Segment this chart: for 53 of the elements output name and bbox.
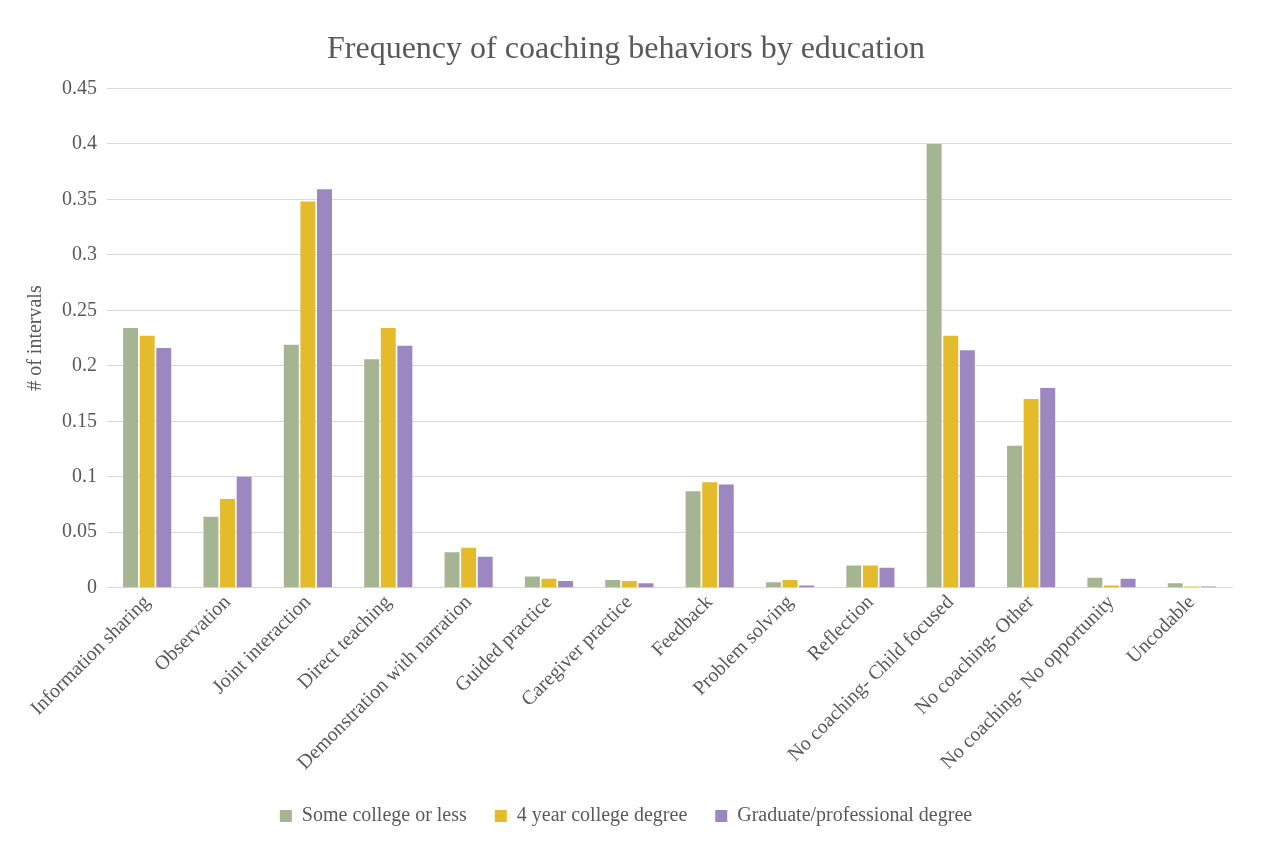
bar: [558, 581, 574, 588]
bar: [1040, 387, 1056, 588]
bar: [300, 201, 316, 588]
y-tick-label: 0.45: [62, 75, 97, 98]
y-tick-label: 0.05: [62, 519, 97, 542]
bar: [1007, 445, 1022, 588]
bar: [397, 345, 413, 588]
chart-title: Frequency of coaching behaviors by education: [326, 28, 926, 65]
y-tick-label: 0: [87, 574, 97, 597]
bar: [702, 482, 718, 588]
bar: [123, 328, 139, 588]
bar: [541, 578, 557, 588]
y-axis-title: # of intervals: [23, 285, 46, 391]
bar: [1167, 583, 1183, 588]
y-tick-label: 0.25: [62, 297, 97, 320]
bar: [926, 143, 942, 588]
bar: [718, 484, 734, 588]
bar: [364, 359, 380, 588]
legend-label: Graduate/professional degree: [737, 803, 973, 827]
y-tick-label: 0.35: [62, 186, 97, 209]
legend-label: 4 year college degree: [516, 803, 688, 827]
bar: [846, 565, 862, 588]
bar: [461, 547, 477, 588]
bar: [1023, 399, 1039, 588]
bar: [685, 491, 701, 588]
bar: [139, 335, 155, 588]
bar: [236, 476, 252, 588]
legend-label: Some college or less: [301, 803, 468, 827]
bar: [879, 567, 895, 588]
bar: [524, 576, 540, 588]
bar: [477, 556, 493, 588]
bar: [1120, 578, 1136, 588]
bar: [380, 328, 396, 588]
y-tick-label: 0.3: [72, 242, 97, 265]
bar: [283, 344, 299, 588]
bar: [444, 552, 460, 588]
bar: [862, 565, 878, 588]
bar: [782, 579, 798, 588]
bar: [765, 582, 781, 588]
bar: [605, 579, 621, 588]
y-tick-label: 0.1: [72, 464, 97, 487]
bar: [203, 516, 219, 588]
bar: [156, 348, 172, 588]
y-tick-label: 0.15: [62, 408, 97, 431]
bar: [943, 335, 959, 588]
bar: [1087, 577, 1103, 588]
bar: [317, 189, 332, 588]
bar: [621, 581, 637, 588]
y-tick-label: 0.4: [72, 131, 97, 154]
bar: [959, 350, 975, 588]
bar: [638, 583, 654, 588]
y-tick-label: 0.2: [72, 353, 97, 376]
bar: [220, 498, 236, 588]
